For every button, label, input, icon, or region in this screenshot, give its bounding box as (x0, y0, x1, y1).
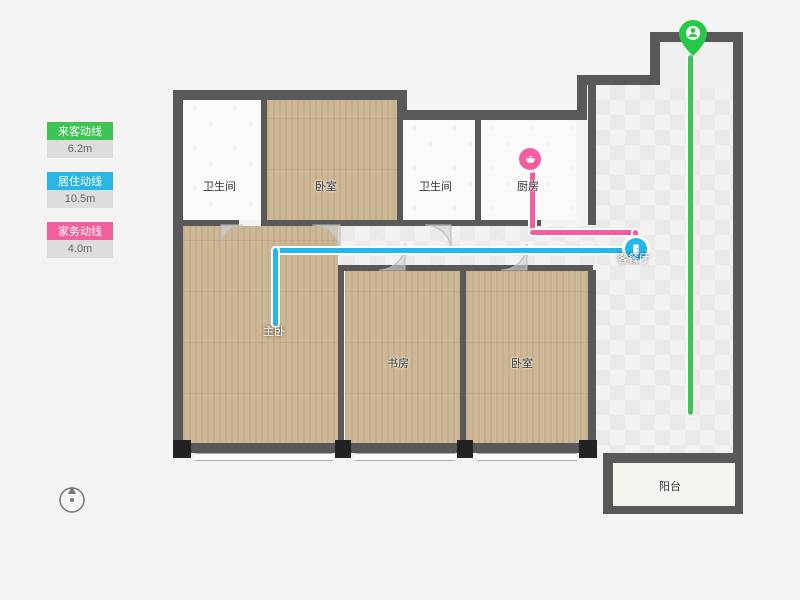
window (195, 453, 333, 461)
room-living (595, 85, 735, 457)
legend-live-label: 居住动线 (47, 172, 113, 190)
legend-chore-label: 家务动线 (47, 222, 113, 240)
window (477, 453, 577, 461)
legend: 来客动线 6.2m 居住动线 10.5m 家务动线 4.0m (47, 122, 113, 258)
room-bath1 (183, 100, 261, 220)
path-guest (688, 55, 693, 415)
room-master (183, 226, 338, 444)
room-study (345, 270, 460, 444)
room-bath2 (403, 120, 475, 220)
floor-plan: 卫生间 卧室 卫生间 厨房 主卧 书房 卧室 客餐厅 阳台 (165, 70, 755, 515)
compass-icon (54, 480, 90, 521)
legend-live-value: 10.5m (47, 190, 113, 208)
legend-chore-value: 4.0m (47, 240, 113, 258)
legend-guest-label: 来客动线 (47, 122, 113, 140)
room-balcony (613, 463, 735, 507)
living-door-icon (625, 238, 647, 260)
entry-pin-icon (679, 20, 707, 56)
path-chore (530, 170, 535, 235)
path-live (273, 248, 636, 253)
kitchen-pot-icon (519, 148, 541, 170)
legend-guest-value: 6.2m (47, 140, 113, 158)
room-kitchen (481, 120, 577, 220)
path-live (273, 248, 278, 326)
window (355, 453, 455, 461)
path-chore (530, 230, 638, 235)
room-bed-s (466, 270, 588, 444)
room-bed-nw (267, 100, 397, 220)
